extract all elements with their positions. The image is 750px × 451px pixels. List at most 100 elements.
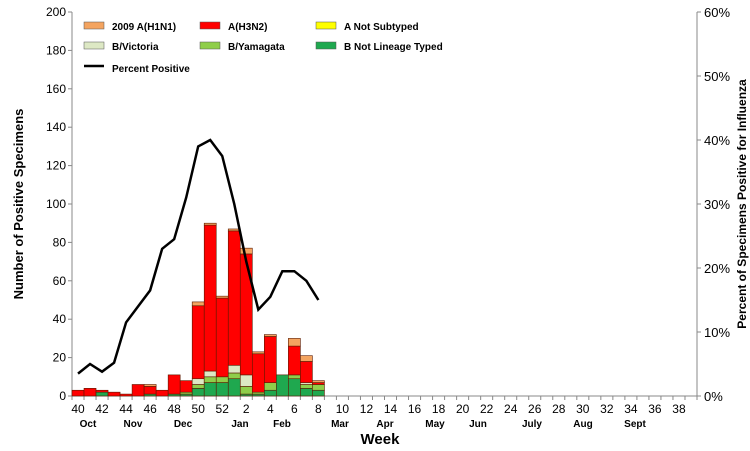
legend-label: Percent Positive — [112, 64, 190, 75]
month-label: May — [425, 419, 445, 430]
bar-b-yamagata — [312, 384, 325, 391]
bar-b-not-lineage-typed — [95, 391, 109, 397]
y-tick-label: 200 — [46, 5, 66, 19]
month-label: Oct — [80, 419, 97, 430]
y2-axis-title: Percent of Specimens Positive for Influe… — [735, 79, 749, 329]
legend-label: B/Victoria — [112, 42, 159, 53]
legend-swatch — [315, 41, 337, 50]
bar-b-not-lineage-typed — [215, 382, 229, 397]
bar-a-h3n2- — [239, 253, 253, 376]
legend-label: A Not Subtyped — [344, 22, 419, 33]
bar-a-h3n2- — [203, 224, 217, 372]
month-label: Jun — [469, 419, 487, 430]
legend-swatch — [199, 21, 221, 30]
x-tick-label: 42 — [95, 402, 109, 416]
y2-tick-label: 30% — [704, 197, 730, 212]
x-tick-label: 26 — [528, 402, 542, 416]
bar-a-h3n2- — [179, 380, 193, 393]
bar-b-victoria — [203, 370, 217, 378]
legend-swatch — [83, 41, 105, 50]
legend-swatch — [83, 21, 105, 30]
bar-a-h3n2- — [251, 353, 265, 393]
month-label: Aug — [573, 419, 592, 430]
x-tick-label: 34 — [624, 402, 638, 416]
x-tick-label: 14 — [384, 402, 398, 416]
x-axis-title: Week — [361, 431, 401, 448]
bar-2009-a-h1n1- — [288, 338, 301, 347]
y-tick-label: 60 — [53, 274, 67, 288]
y-tick-label: 160 — [46, 82, 66, 96]
bar-b-yamagata — [288, 374, 301, 380]
bar-a-h3n2- — [227, 230, 241, 366]
x-tick-label: 44 — [119, 402, 133, 416]
bar-b-not-lineage-typed — [191, 388, 205, 397]
bar-b-yamagata — [215, 376, 229, 383]
y-axis-title: Number of Positive Specimens — [11, 109, 26, 300]
legend-label: 2009 A(H1N1) — [112, 22, 176, 33]
bar-a-h3n2- — [191, 305, 205, 380]
legend-label: B Not Lineage Typed — [344, 42, 443, 53]
x-tick-label: 50 — [192, 402, 206, 416]
x-tick-label: 38 — [672, 402, 686, 416]
x-tick-label: 32 — [600, 402, 614, 416]
month-label: Dec — [174, 419, 193, 430]
bar-a-h3n2- — [155, 389, 169, 397]
bar-2009-a-h1n1- — [143, 384, 157, 387]
y2-tick-label: 10% — [704, 325, 730, 340]
bar-b-yamagata — [227, 372, 241, 380]
bar-b-yamagata — [239, 386, 253, 395]
x-tick-label: 48 — [167, 402, 181, 416]
month-label: Nov — [124, 419, 143, 430]
x-tick-label: 18 — [432, 402, 446, 416]
bar-2009-a-h1n1- — [191, 301, 205, 307]
bar-a-h3n2- — [83, 388, 97, 397]
y2-tick-label: 0% — [704, 389, 723, 404]
legend-label: B/Yamagata — [228, 42, 285, 53]
y2-tick-label: 20% — [704, 261, 730, 276]
y2-tick-label: 60% — [704, 5, 730, 20]
x-tick-label: 8 — [315, 402, 322, 416]
y-tick-label: 100 — [46, 197, 66, 211]
bar-b-victoria — [191, 378, 205, 385]
y-tick-label: 0 — [59, 389, 66, 403]
bar-2009-a-h1n1- — [300, 355, 313, 362]
bar-b-yamagata — [203, 376, 217, 383]
legend-swatch — [315, 21, 337, 30]
x-tick-label: 6 — [291, 402, 298, 416]
bar-b-yamagata — [264, 382, 277, 391]
x-tick-label: 30 — [576, 402, 590, 416]
bar-a-h3n2- — [300, 361, 313, 383]
month-label: Jan — [231, 419, 248, 430]
x-tick-label: 10 — [336, 402, 350, 416]
x-tick-label: 2 — [243, 402, 250, 416]
bar-a-h3n2- — [95, 389, 109, 393]
bar-b-yamagata — [300, 384, 313, 389]
y-tick-label: 140 — [46, 120, 66, 134]
x-tick-label: 36 — [648, 402, 662, 416]
bar-a-h3n2- — [107, 391, 121, 397]
bar-2009-a-h1n1- — [203, 222, 217, 226]
x-tick-label: 52 — [216, 402, 230, 416]
bar-a-h3n2- — [143, 386, 157, 395]
y-tick-label: 80 — [53, 235, 67, 249]
bar-a-h3n2- — [167, 374, 181, 395]
y-tick-label: 180 — [46, 43, 66, 57]
bar-b-not-lineage-typed — [276, 374, 289, 397]
legend-label: A(H3N2) — [228, 22, 267, 33]
x-tick-label: 20 — [456, 402, 470, 416]
bar-a-h3n2- — [119, 393, 133, 397]
bar-a-h3n2- — [288, 345, 301, 376]
bar-b-yamagata — [191, 384, 205, 389]
y2-tick-label: 50% — [704, 69, 730, 84]
month-label: July — [522, 419, 542, 430]
x-tick-label: 22 — [480, 402, 494, 416]
bar-b-not-lineage-typed — [203, 382, 217, 397]
bar-2009-a-h1n1- — [312, 380, 325, 383]
bar-a-h3n2- — [215, 297, 229, 378]
percent-positive-line — [77, 138, 320, 375]
x-tick-label: 16 — [408, 402, 422, 416]
bar-a-h3n2- — [264, 336, 277, 383]
y-tick-label: 20 — [53, 351, 67, 365]
